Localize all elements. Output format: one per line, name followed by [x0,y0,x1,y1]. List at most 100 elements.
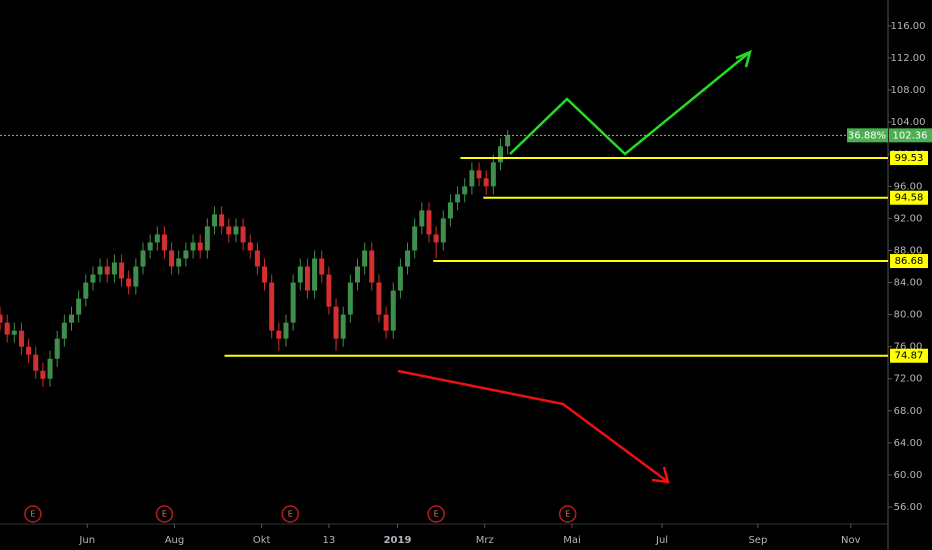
earnings-label: E [434,510,439,519]
candle-body [240,226,246,243]
candle-body [405,250,411,267]
y-tick-label: 76.00 [894,342,923,353]
candle-body [283,322,289,339]
earnings-marker [155,505,174,523]
y-tick-label: 80.00 [894,310,923,321]
last-change-box [847,128,888,143]
candle-body [90,274,96,283]
candle-body [433,234,439,243]
level-label: 99.53 [895,153,924,164]
earnings-marker [24,505,42,523]
candle-body [47,358,53,379]
candle-body [262,266,268,283]
x-tick-label: Sep [748,535,767,546]
candle-body [161,234,167,251]
y-tick-label: 84.00 [894,278,923,289]
level-label: 94.58 [895,193,924,204]
earnings-marker [427,505,445,523]
candle-body [68,314,74,323]
y-tick-label: 68.00 [894,406,923,417]
last-price-label: 102.36 [893,130,928,141]
candle-body [354,266,360,283]
candle-body [497,146,503,163]
candle-body [419,210,425,227]
candle-body [333,306,339,339]
candle-body [304,266,310,291]
candle-body [183,250,189,259]
candle-body [133,266,139,287]
candle-body [505,135,511,147]
bullish-projection [509,51,751,156]
candle-body [54,338,60,359]
candle-body [412,226,418,251]
candle-body [269,282,275,331]
candle-body [11,330,17,335]
level-label-box [890,348,928,363]
candle-body [483,178,489,187]
candle-body [362,250,368,267]
bearish-projection [397,369,669,484]
y-tick-label: 60.00 [894,470,923,481]
candle-body [140,250,146,267]
x-tick-label: Okt [253,535,271,546]
candle-body [147,242,153,251]
candle-body [290,282,296,323]
x-tick-label: Mai [563,535,581,546]
candle-body [61,322,67,339]
candle-body [440,218,446,243]
candle-body [126,278,132,287]
candle-body [83,282,89,299]
candle-body [219,214,225,227]
x-tick-label: 13 [323,535,336,546]
candle-body [319,258,325,275]
earnings-label: E [162,510,167,519]
y-tick-label: 116.00 [891,21,926,32]
candle-body [254,250,260,267]
candle-body [119,262,125,279]
last-change: 36.88% [848,130,886,141]
candle-body [455,194,461,203]
bullish-arrowhead [735,49,752,68]
bearish-arrowhead [651,466,670,484]
earnings-label: E [30,510,35,519]
y-tick-label: 112.00 [891,53,926,64]
candle-body [26,346,32,355]
x-tick-label: Jul [655,535,668,546]
candle-body [40,370,46,379]
x-tick-label: Mrz [476,535,494,546]
candle-body [154,234,160,243]
candle-body [204,226,210,251]
candle-body [276,330,282,339]
level-label-box [890,151,928,166]
candle-body [0,314,3,323]
earnings-marker [558,505,577,523]
candle-body [169,250,175,267]
y-tick-label: 96.00 [894,181,923,192]
y-tick-label: 72.00 [894,374,923,385]
candle-body [233,226,239,235]
candle-body [18,330,24,347]
candle-body [4,322,10,335]
candle-body [447,202,453,219]
x-tick-label: Aug [165,535,185,546]
y-tick-label: 104.00 [891,117,926,128]
candle-body [426,210,432,235]
earnings-label: E [288,510,293,519]
y-tick-label: 56.00 [894,502,923,513]
level-label: 86.68 [895,256,924,267]
candle-body [211,214,217,227]
earnings-marker [281,505,300,523]
level-label-box [890,254,928,269]
candle-body [383,314,389,331]
candle-body [190,242,196,251]
y-tick-label: 88.00 [894,245,923,256]
candle-body [297,266,303,283]
x-tick-label: Nov [841,535,861,546]
candle-body [390,290,396,331]
x-tick-label: 2019 [384,535,412,546]
candle-body [476,170,482,179]
x-tick-label: Jun [78,535,95,546]
candle-body [226,226,232,235]
